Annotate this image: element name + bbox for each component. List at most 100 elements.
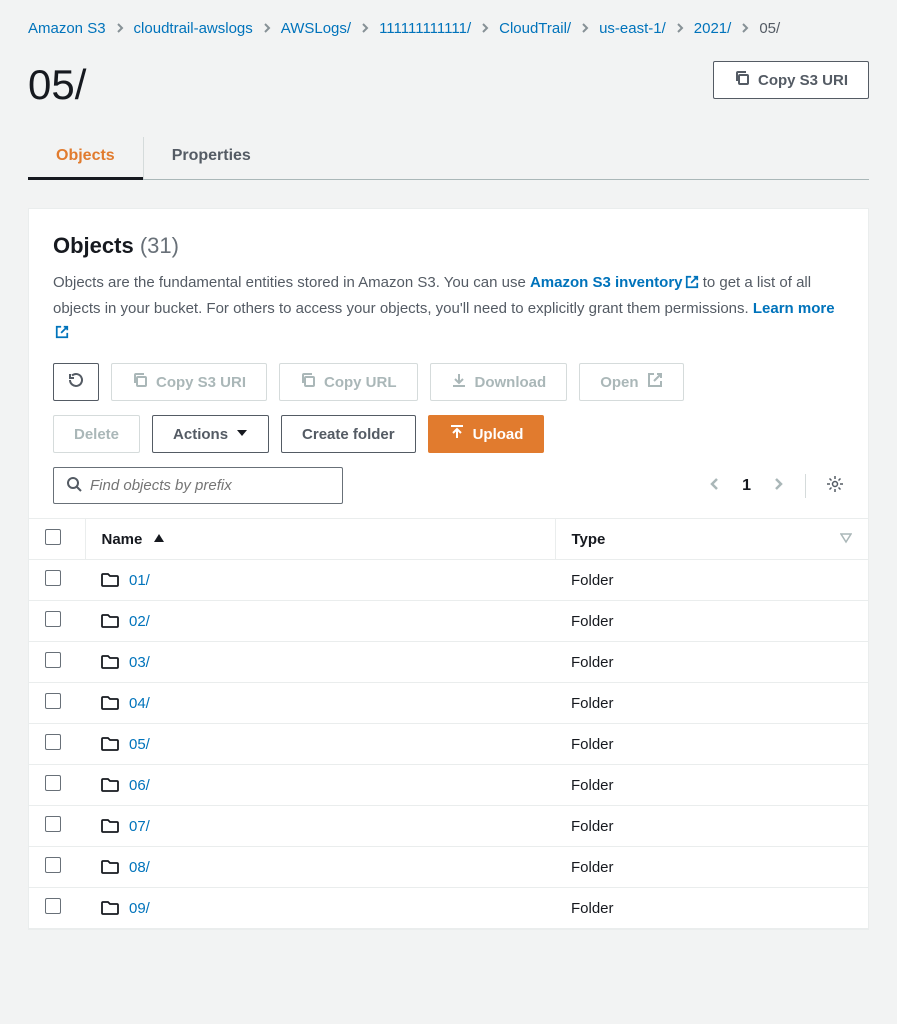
table-row: 09/Folder bbox=[29, 888, 868, 929]
object-name-link[interactable]: 03/ bbox=[129, 654, 150, 671]
tab-properties[interactable]: Properties bbox=[144, 137, 279, 179]
sort-asc-icon bbox=[153, 531, 165, 548]
toolbar-row-1: Copy S3 URI Copy URL Download Open bbox=[53, 363, 844, 401]
next-page-button[interactable] bbox=[771, 477, 785, 494]
column-header-name[interactable]: Name bbox=[85, 519, 555, 560]
panel-description: Objects are the fundamental entities sto… bbox=[53, 271, 844, 347]
chevron-right-icon bbox=[479, 21, 491, 37]
object-name-link[interactable]: 09/ bbox=[129, 900, 150, 917]
table-row: 08/Folder bbox=[29, 847, 868, 888]
page-number: 1 bbox=[742, 477, 751, 495]
settings-button[interactable] bbox=[826, 475, 844, 496]
download-button[interactable]: Download bbox=[430, 363, 568, 401]
breadcrumb-item[interactable]: cloudtrail-awslogs bbox=[134, 20, 253, 37]
copy-url-button[interactable]: Copy URL bbox=[279, 363, 418, 401]
copy-icon bbox=[300, 372, 316, 392]
create-folder-label: Create folder bbox=[302, 426, 395, 443]
copy-icon bbox=[132, 372, 148, 392]
object-name-link[interactable]: 02/ bbox=[129, 613, 150, 630]
search-pagination-row: 1 bbox=[53, 467, 844, 504]
folder-icon bbox=[101, 572, 119, 588]
object-name-link[interactable]: 08/ bbox=[129, 859, 150, 876]
object-type: Folder bbox=[555, 560, 868, 601]
actions-label: Actions bbox=[173, 426, 228, 443]
refresh-icon bbox=[68, 372, 84, 392]
upload-icon bbox=[449, 424, 465, 444]
folder-icon bbox=[101, 695, 119, 711]
folder-icon bbox=[101, 736, 119, 752]
object-type: Folder bbox=[555, 683, 868, 724]
folder-icon bbox=[101, 900, 119, 916]
chevron-right-icon bbox=[114, 21, 126, 37]
divider bbox=[805, 474, 806, 498]
copy-url-label: Copy URL bbox=[324, 374, 397, 391]
row-checkbox[interactable] bbox=[45, 652, 61, 668]
actions-dropdown[interactable]: Actions bbox=[152, 415, 269, 453]
panel-title: Objects (31) bbox=[53, 233, 844, 259]
delete-button[interactable]: Delete bbox=[53, 415, 140, 453]
table-row: 01/Folder bbox=[29, 560, 868, 601]
copy-s3-uri-button[interactable]: Copy S3 URI bbox=[713, 61, 869, 99]
open-button[interactable]: Open bbox=[579, 363, 683, 401]
folder-icon bbox=[101, 859, 119, 875]
object-type: Folder bbox=[555, 847, 868, 888]
prev-page-button[interactable] bbox=[708, 477, 722, 494]
object-type: Folder bbox=[555, 724, 868, 765]
table-row: 05/Folder bbox=[29, 724, 868, 765]
objects-panel: Objects (31) Objects are the fundamental… bbox=[28, 208, 869, 930]
select-all-checkbox[interactable] bbox=[45, 529, 61, 545]
upload-button[interactable]: Upload bbox=[428, 415, 545, 453]
tab-objects[interactable]: Objects bbox=[28, 137, 144, 179]
upload-label: Upload bbox=[473, 426, 524, 443]
search-icon bbox=[66, 476, 82, 495]
copy-icon bbox=[734, 70, 750, 90]
sort-icon bbox=[840, 531, 852, 548]
breadcrumb-item[interactable]: CloudTrail/ bbox=[499, 20, 571, 37]
object-type: Folder bbox=[555, 601, 868, 642]
object-name-link[interactable]: 07/ bbox=[129, 818, 150, 835]
chevron-right-icon bbox=[261, 21, 273, 37]
column-header-type[interactable]: Type bbox=[555, 519, 868, 560]
row-checkbox[interactable] bbox=[45, 693, 61, 709]
create-folder-button[interactable]: Create folder bbox=[281, 415, 416, 453]
chevron-right-icon bbox=[739, 21, 751, 37]
table-body: 01/Folder02/Folder03/Folder04/Folder05/F… bbox=[29, 560, 868, 929]
refresh-button[interactable] bbox=[53, 363, 99, 401]
row-checkbox[interactable] bbox=[45, 857, 61, 873]
objects-table: Name Type 01/Folder02/Folder03/Folder04/… bbox=[29, 518, 868, 929]
breadcrumb-item[interactable]: 111111111111/ bbox=[379, 20, 471, 37]
row-checkbox[interactable] bbox=[45, 816, 61, 832]
row-checkbox[interactable] bbox=[45, 898, 61, 914]
open-label: Open bbox=[600, 374, 638, 391]
table-row: 03/Folder bbox=[29, 642, 868, 683]
object-type: Folder bbox=[555, 642, 868, 683]
breadcrumb-item[interactable]: 2021/ bbox=[694, 20, 732, 37]
download-label: Download bbox=[475, 374, 547, 391]
breadcrumb-item[interactable]: AWSLogs/ bbox=[281, 20, 351, 37]
breadcrumb-item[interactable]: Amazon S3 bbox=[28, 20, 106, 37]
folder-icon bbox=[101, 818, 119, 834]
object-name-link[interactable]: 05/ bbox=[129, 736, 150, 753]
search-input[interactable] bbox=[90, 477, 330, 494]
search-box[interactable] bbox=[53, 467, 343, 504]
external-link-icon bbox=[685, 273, 699, 297]
external-link-icon bbox=[55, 323, 69, 347]
copy-s3-uri-label: Copy S3 URI bbox=[156, 374, 246, 391]
row-checkbox[interactable] bbox=[45, 611, 61, 627]
table-row: 07/Folder bbox=[29, 806, 868, 847]
object-name-link[interactable]: 06/ bbox=[129, 777, 150, 794]
folder-icon bbox=[101, 613, 119, 629]
table-row: 02/Folder bbox=[29, 601, 868, 642]
breadcrumb-item: 05/ bbox=[759, 20, 780, 37]
row-checkbox[interactable] bbox=[45, 570, 61, 586]
inventory-link[interactable]: Amazon S3 inventory bbox=[530, 274, 699, 291]
row-checkbox[interactable] bbox=[45, 734, 61, 750]
external-link-icon bbox=[647, 372, 663, 392]
breadcrumb-item[interactable]: us-east-1/ bbox=[599, 20, 666, 37]
object-name-link[interactable]: 04/ bbox=[129, 695, 150, 712]
tabs: Objects Properties bbox=[28, 137, 869, 180]
object-name-link[interactable]: 01/ bbox=[129, 572, 150, 589]
desc-before: Objects are the fundamental entities sto… bbox=[53, 274, 530, 291]
copy-s3-uri-button-toolbar[interactable]: Copy S3 URI bbox=[111, 363, 267, 401]
row-checkbox[interactable] bbox=[45, 775, 61, 791]
